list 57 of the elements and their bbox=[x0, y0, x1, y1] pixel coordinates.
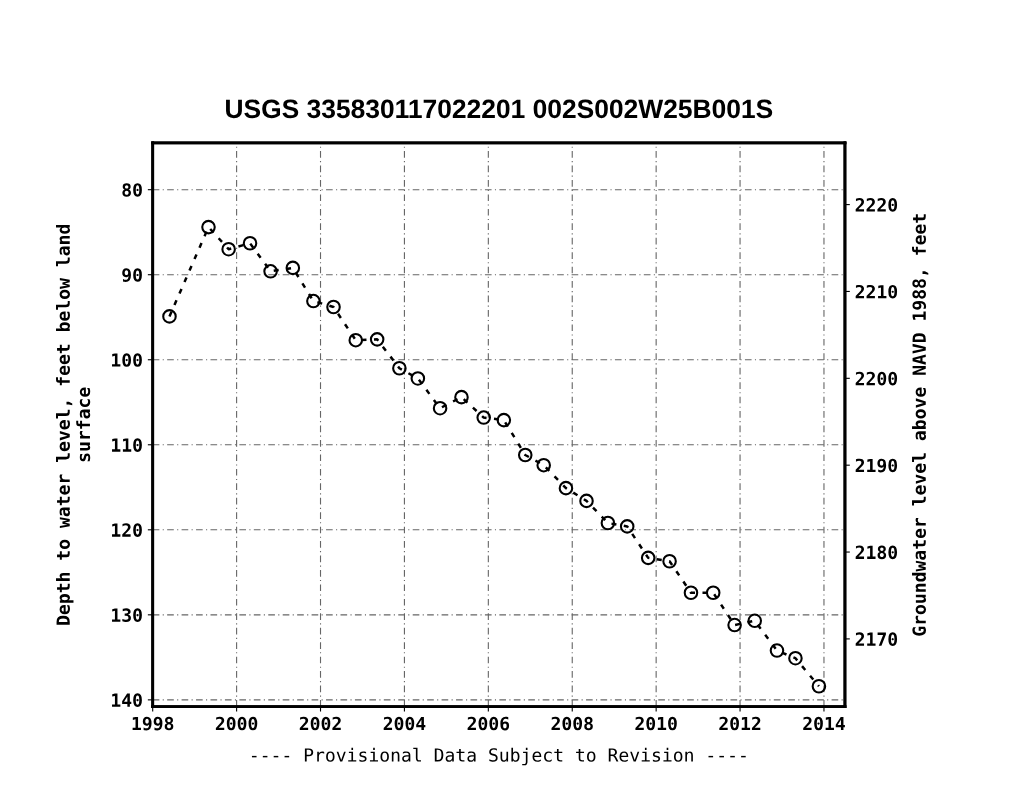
point bbox=[640, 550, 656, 566]
chart-title: USGS 335830117022201 002S002W25B001S bbox=[226, 99, 773, 119]
point bbox=[242, 235, 258, 251]
x-tick-label: 2006 bbox=[467, 716, 510, 731]
point bbox=[263, 264, 278, 279]
point bbox=[392, 360, 407, 376]
x-tick-label: 1998 bbox=[132, 716, 174, 731]
y-tick-label: 130 bbox=[112, 608, 142, 622]
point bbox=[476, 410, 492, 425]
point bbox=[326, 299, 341, 315]
y2-tick-label: 2190 bbox=[855, 458, 898, 473]
point bbox=[221, 241, 236, 257]
y2-tick-label: 2170 bbox=[855, 632, 898, 647]
point bbox=[579, 493, 594, 509]
y2-axis-title: Groundwater level above NAVD 1988, feet bbox=[912, 214, 929, 636]
y-tick-label: 140 bbox=[112, 693, 142, 707]
point bbox=[162, 309, 177, 324]
x-tick-label: 2004 bbox=[383, 716, 426, 731]
x-tick-label: 2000 bbox=[215, 716, 258, 731]
point bbox=[201, 219, 216, 235]
point bbox=[558, 480, 574, 496]
y2-tick-label: 2180 bbox=[855, 545, 898, 560]
point bbox=[369, 332, 385, 347]
point bbox=[727, 617, 742, 633]
x-tick-label: 2010 bbox=[635, 716, 677, 731]
point bbox=[769, 643, 785, 658]
y2-tick-label: 2210 bbox=[855, 284, 898, 299]
x-tick-label: 2012 bbox=[719, 716, 761, 731]
y-tick-label: 100 bbox=[112, 353, 142, 367]
x-tick-label: 2014 bbox=[803, 716, 845, 731]
x-axis-title: ---- Provisional Data Subject to Revision ---- bbox=[251, 747, 746, 766]
point bbox=[662, 553, 677, 569]
point bbox=[410, 371, 426, 386]
x-tick-label: 2002 bbox=[299, 716, 341, 731]
point bbox=[619, 519, 635, 534]
point bbox=[432, 400, 448, 416]
y-axis-title: Depth to water level, feet below land surface bbox=[56, 225, 91, 625]
point bbox=[348, 332, 364, 348]
point bbox=[454, 389, 469, 405]
point bbox=[517, 447, 533, 463]
y-tick-label: 80 bbox=[122, 183, 142, 197]
point bbox=[705, 585, 721, 601]
point bbox=[747, 613, 763, 629]
point bbox=[600, 515, 616, 531]
y2-tick-label: 2220 bbox=[855, 198, 898, 212]
point bbox=[496, 412, 512, 428]
point bbox=[811, 678, 827, 694]
point bbox=[285, 260, 301, 276]
y-tick-label: 90 bbox=[122, 268, 142, 282]
x-tick-label: 2008 bbox=[551, 716, 593, 731]
point bbox=[683, 585, 699, 601]
point bbox=[306, 293, 321, 309]
y2-tick-label: 2200 bbox=[855, 371, 898, 386]
y-tick-label: 120 bbox=[112, 523, 142, 537]
point bbox=[536, 457, 551, 473]
y-tick-label: 110 bbox=[112, 438, 142, 452]
point bbox=[788, 650, 803, 666]
